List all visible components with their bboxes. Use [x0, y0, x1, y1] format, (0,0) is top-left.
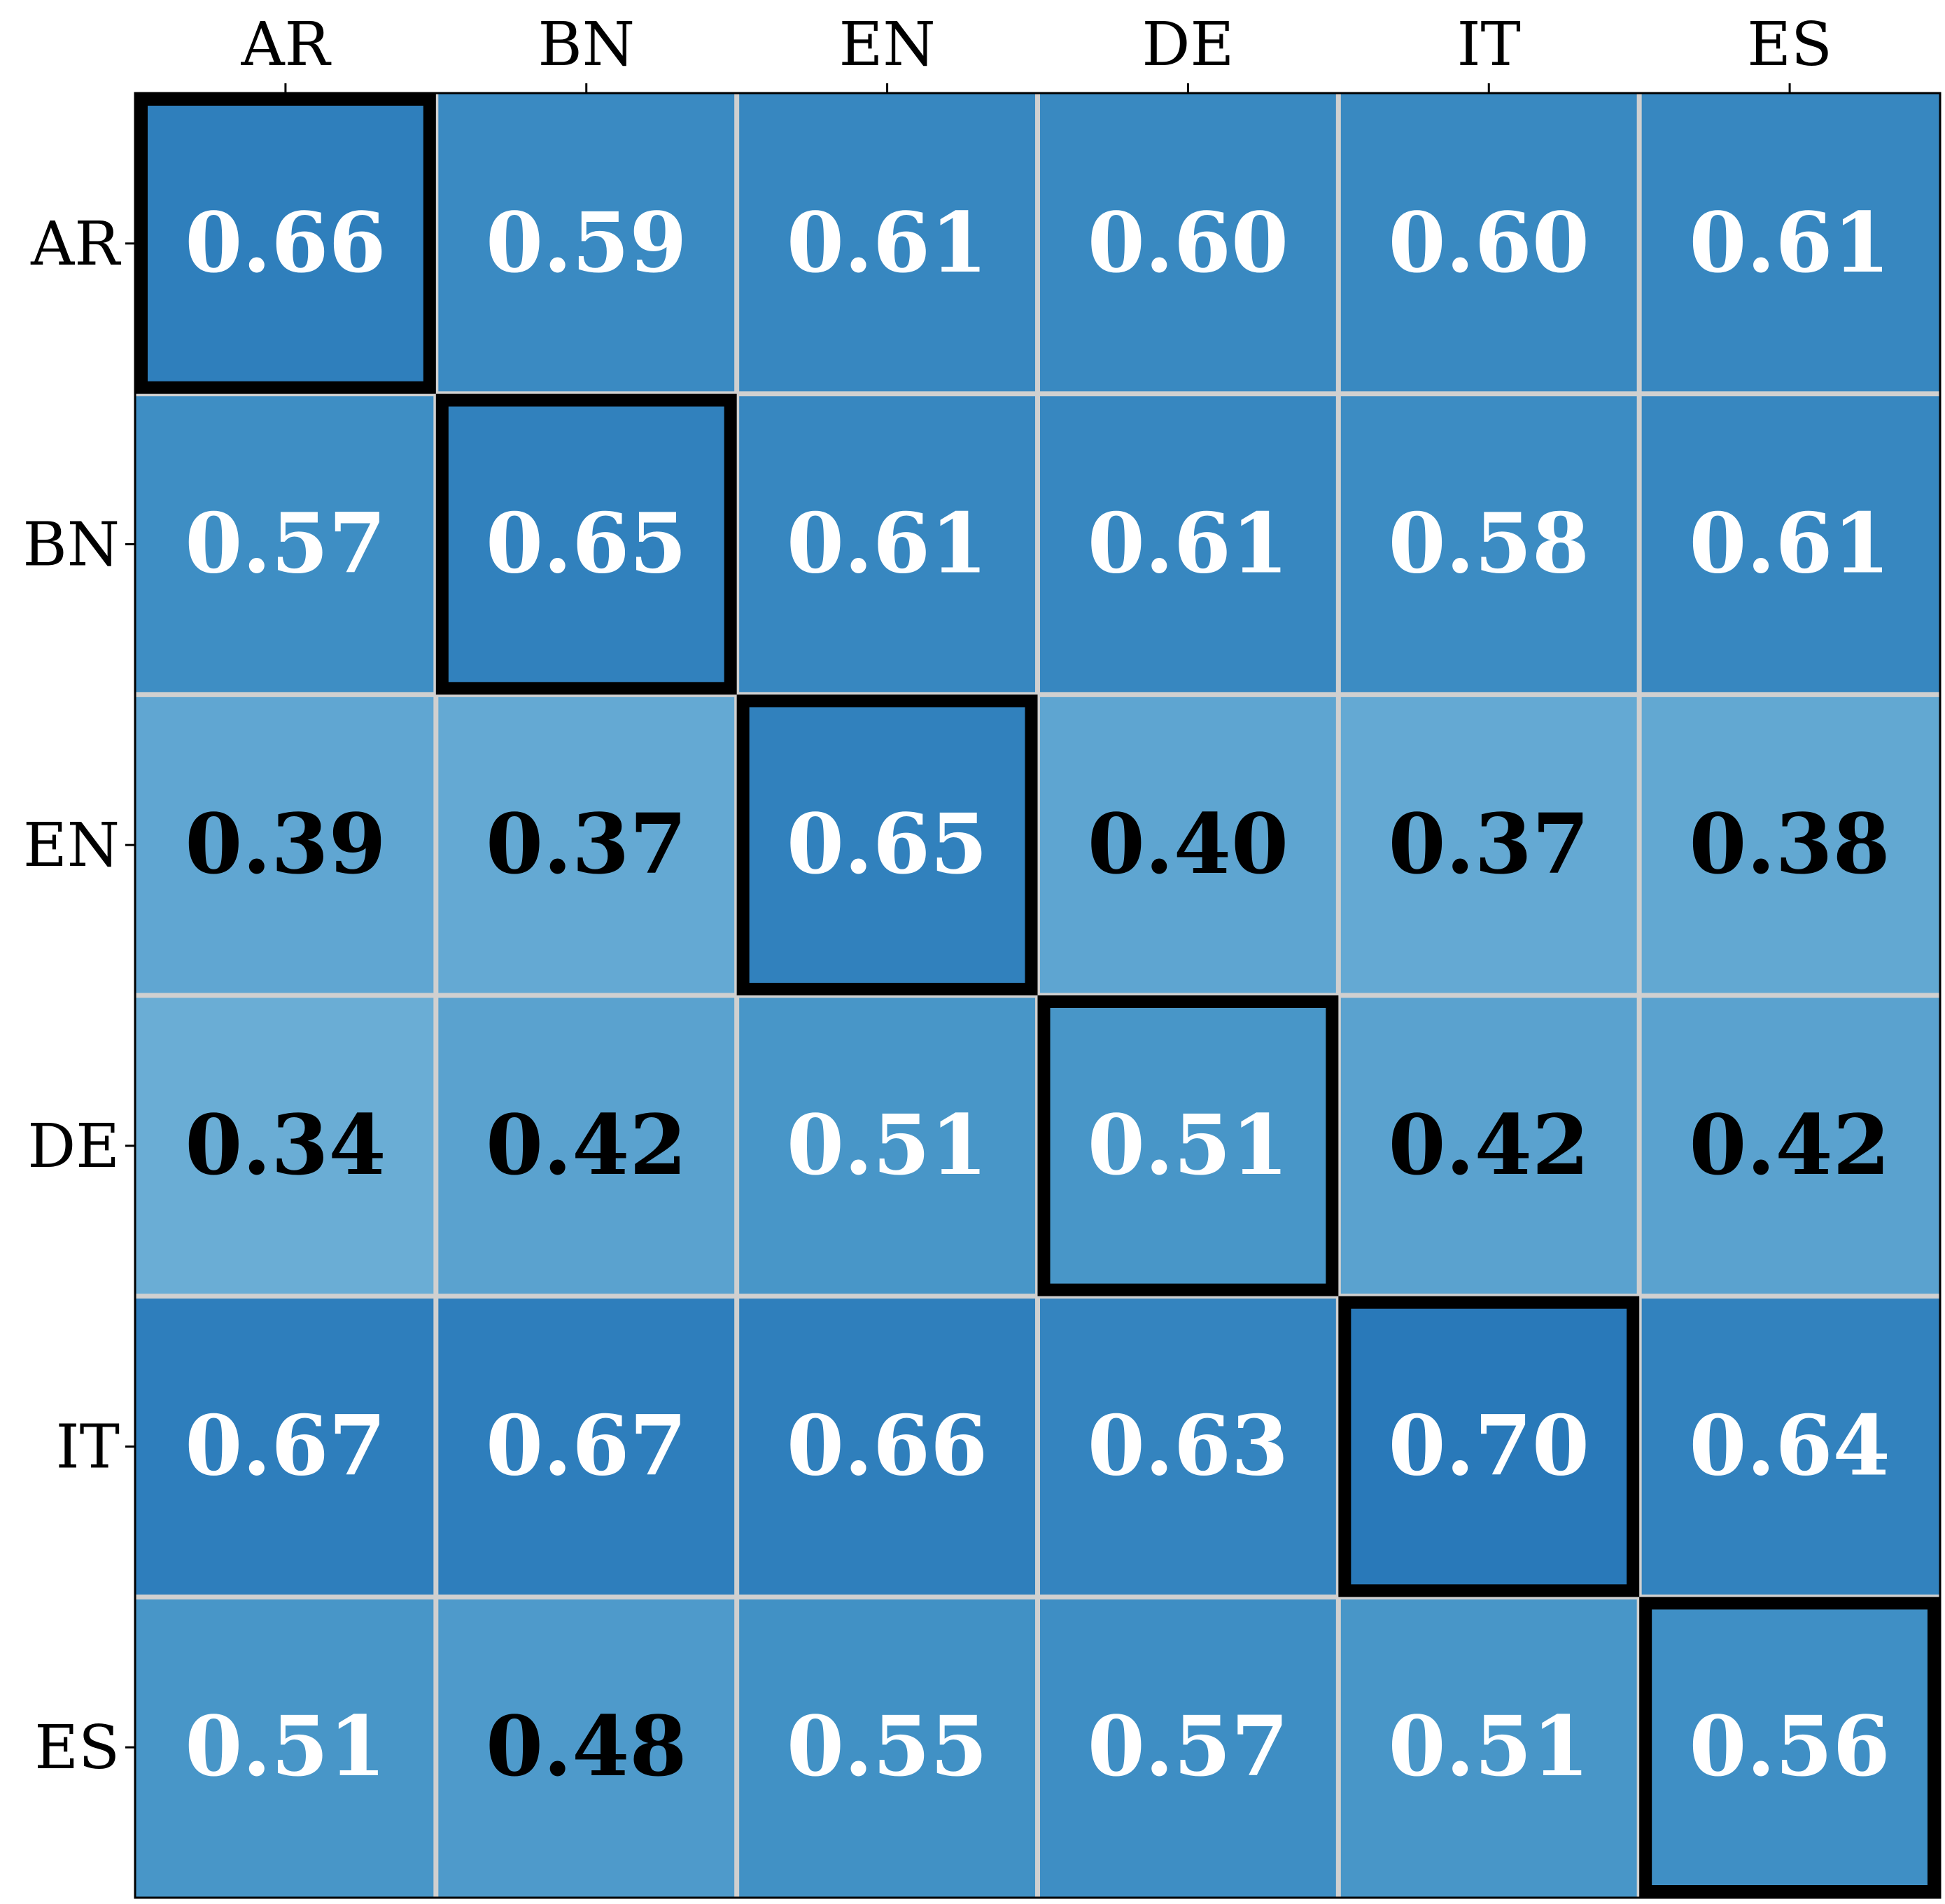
- heatmap-cell-es-bn: [435, 1597, 737, 1898]
- heatmap-cell-es-ar: [135, 1597, 436, 1898]
- heatmap-cell-en-de: [1037, 694, 1339, 995]
- heatmap-cell-bn-es: [1639, 393, 1940, 695]
- cell-value-label: 0.67: [486, 1397, 687, 1494]
- cell-value-label: 0.34: [185, 1096, 386, 1194]
- cell-value-label: 0.61: [787, 495, 988, 592]
- heatmap-cell-it-it: [1338, 1296, 1640, 1597]
- cell-value-label: 0.65: [787, 795, 988, 892]
- heatmap-cell-ar-es: [1639, 93, 1940, 394]
- heatmap-cell-it-en: [736, 1296, 1038, 1597]
- cell-value-label: 0.57: [1088, 1698, 1289, 1795]
- cell-value-label: 0.39: [185, 795, 386, 892]
- x-tick-label: IT: [1457, 10, 1521, 80]
- cell-value-label: 0.60: [1389, 194, 1589, 291]
- heatmap-cell-de-en: [736, 995, 1038, 1296]
- heatmap-cell-bn-bn: [435, 393, 737, 695]
- x-tick-label: EN: [839, 10, 936, 80]
- heatmap-cell-bn-ar: [135, 393, 436, 695]
- cell-value-label: 0.61: [1088, 495, 1289, 592]
- y-tick-label: DE: [27, 1112, 120, 1182]
- cell-value-label: 0.59: [486, 194, 687, 291]
- cell-value-label: 0.65: [486, 495, 687, 592]
- cell-value-label: 0.48: [486, 1698, 687, 1795]
- cell-value-label: 0.57: [185, 495, 386, 592]
- heatmap-cell-de-es: [1639, 995, 1940, 1296]
- heatmap-cell-bn-de: [1037, 393, 1339, 695]
- cell-value-label: 0.42: [1689, 1096, 1890, 1194]
- y-tick-label: IT: [56, 1413, 120, 1483]
- diagonal-highlight-box: [135, 93, 436, 394]
- heatmap-cell-de-it: [1338, 995, 1640, 1296]
- heatmap-cells: [135, 93, 1940, 1898]
- diagonal-highlight-box: [435, 393, 737, 695]
- heatmap-cell-en-en: [736, 694, 1038, 995]
- cell-value-label: 0.51: [1088, 1096, 1289, 1194]
- heatmap-cell-es-it: [1338, 1597, 1640, 1898]
- heatmap-cell-ar-bn: [435, 93, 737, 394]
- heatmap-cell-es-en: [736, 1597, 1038, 1898]
- cell-value-label: 0.66: [787, 1397, 988, 1494]
- axes-frame: [134, 92, 1942, 1899]
- heatmap-cell-it-bn: [435, 1296, 737, 1597]
- cell-value-label: 0.64: [1689, 1397, 1890, 1494]
- heatmap-cell-ar-en: [736, 93, 1038, 394]
- y-tick-label: ES: [34, 1713, 120, 1783]
- cell-value-label: 0.58: [1389, 495, 1589, 592]
- heatmap-cell-de-de: [1037, 995, 1339, 1296]
- diagonal-highlight-box: [1639, 1597, 1941, 1898]
- heatmap-cell-en-it: [1338, 694, 1640, 995]
- cell-value-label: 0.51: [787, 1096, 988, 1194]
- heatmap-cell-it-ar: [135, 1296, 436, 1597]
- cell-value-label: 0.67: [185, 1397, 386, 1494]
- x-tick-label: ES: [1747, 10, 1832, 80]
- x-tick-label: BN: [538, 10, 635, 80]
- heatmap-cell-bn-it: [1338, 393, 1640, 695]
- heatmap-cell-en-bn: [435, 694, 737, 995]
- cell-value-label: 0.60: [1088, 194, 1289, 291]
- cell-value-label: 0.51: [185, 1698, 386, 1795]
- heatmap-cell-de-ar: [135, 995, 436, 1296]
- heatmap-cell-ar-ar: [135, 93, 436, 394]
- heatmap-cell-ar-de: [1037, 93, 1339, 394]
- y-tick-label: AR: [30, 209, 121, 279]
- x-tick-label: AR: [240, 10, 331, 80]
- x-tick-label: DE: [1142, 10, 1235, 80]
- y-tick-label: EN: [23, 811, 120, 881]
- cell-value-label: 0.66: [185, 194, 386, 291]
- diagonal-highlight-box: [736, 694, 1038, 995]
- cell-value-label: 0.42: [1389, 1096, 1589, 1194]
- cell-value-label: 0.37: [486, 795, 687, 892]
- cell-value-label: 0.51: [1389, 1698, 1589, 1795]
- heatmap-cell-it-es: [1639, 1296, 1940, 1597]
- y-tick-label: BN: [23, 510, 120, 580]
- cell-value-label: 0.63: [1088, 1397, 1289, 1494]
- diagonal-highlights: [135, 93, 1941, 1898]
- heatmap-cell-it-de: [1037, 1296, 1339, 1597]
- cell-value-labels: 0.66 0.59 0.61 0.60 0.60 0.61 0.57 0.65 0.61 0.61…: [185, 194, 1890, 1795]
- cell-value-label: 0.40: [1088, 795, 1289, 892]
- diagonal-highlight-box: [1338, 1296, 1640, 1597]
- cell-value-label: 0.42: [486, 1096, 687, 1194]
- heatmap-cell-ar-it: [1338, 93, 1640, 394]
- heatmap-cell-es-es: [1639, 1597, 1940, 1898]
- cell-value-label: 0.61: [1689, 194, 1890, 291]
- diagonal-highlight-box: [1037, 995, 1339, 1296]
- cell-value-label: 0.70: [1389, 1397, 1589, 1494]
- heatmap-axes: AR BN EN DE IT ES AR BN EN DE IT ES: [23, 10, 1942, 1899]
- cell-value-label: 0.61: [1689, 495, 1890, 592]
- heatmap-cell-de-bn: [435, 995, 737, 1296]
- cell-value-label: 0.38: [1689, 795, 1890, 892]
- cell-value-label: 0.61: [787, 194, 988, 291]
- heatmap-cell-en-ar: [135, 694, 436, 995]
- cell-value-label: 0.55: [787, 1698, 988, 1795]
- cell-value-label: 0.37: [1389, 795, 1589, 892]
- cell-value-label: 0.56: [1689, 1698, 1890, 1795]
- heatmap-cell-es-de: [1037, 1597, 1339, 1898]
- heatmap-cell-bn-en: [736, 393, 1038, 695]
- heatmap-cell-en-es: [1639, 694, 1940, 995]
